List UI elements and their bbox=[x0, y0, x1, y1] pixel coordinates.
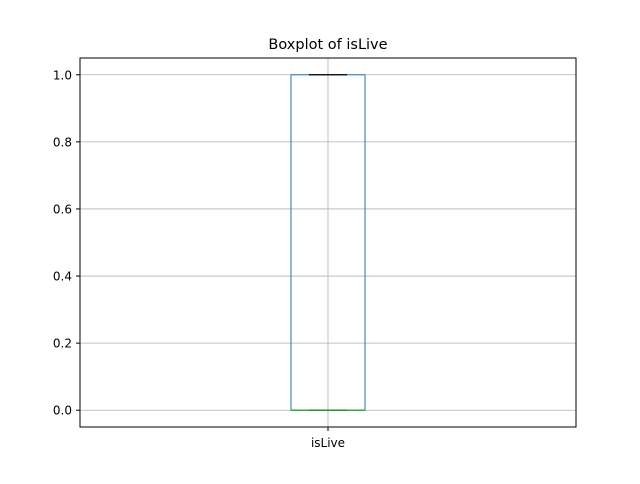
y-tick-label: 0.8 bbox=[53, 135, 72, 149]
y-tick-label: 1.0 bbox=[53, 68, 72, 82]
y-tick-label: 0.0 bbox=[53, 404, 72, 418]
chart-title: Boxplot of isLive bbox=[268, 37, 387, 53]
grid-lines bbox=[80, 58, 576, 427]
tick-layer: 0.0 0.2 0.4 0.6 0.8 1.0 isLive bbox=[53, 68, 345, 450]
y-tick-label: 0.6 bbox=[53, 202, 72, 216]
box-layer bbox=[290, 74, 366, 411]
y-tick-label: 0.2 bbox=[53, 337, 72, 351]
y-tick-label: 0.4 bbox=[53, 270, 72, 284]
x-tick-label: isLive bbox=[311, 436, 345, 450]
